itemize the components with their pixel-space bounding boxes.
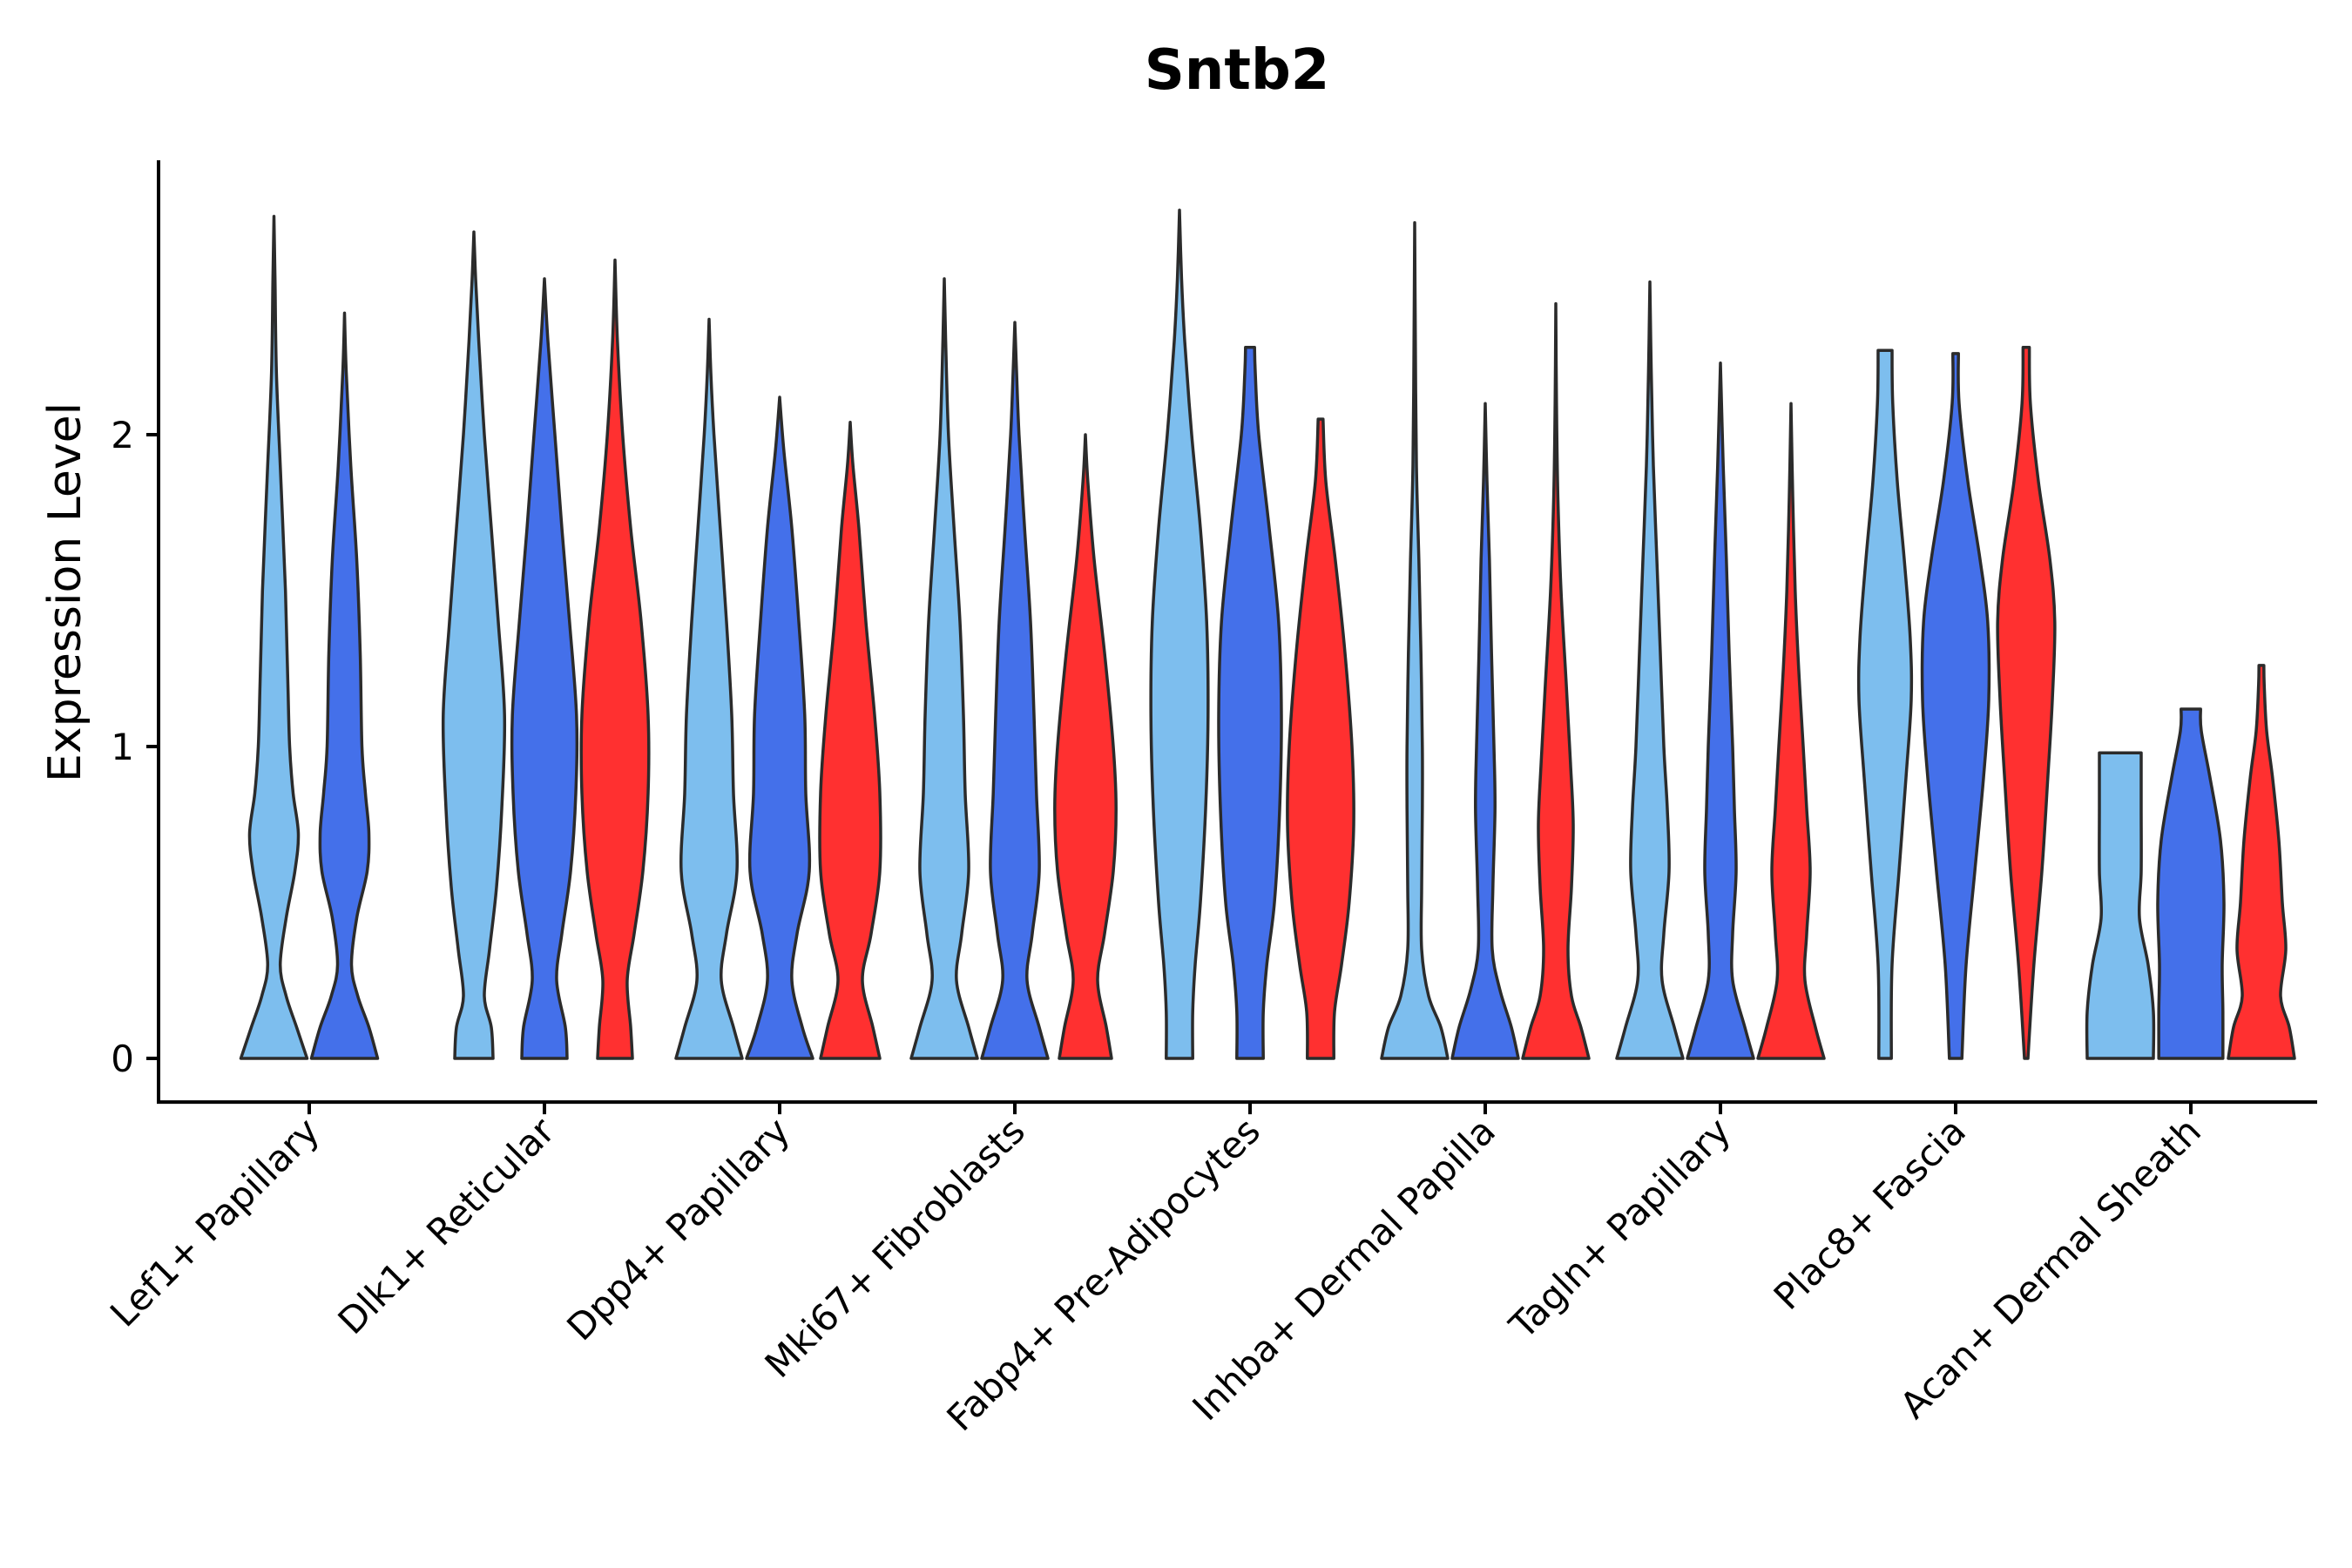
- violin-group-3-4: [1053, 433, 1118, 1060]
- violin-group-3-9: [2227, 664, 2296, 1060]
- violin-group-2-2: [510, 277, 579, 1060]
- y-tick-label-1: 1: [111, 726, 134, 768]
- y-tick-label-0: 0: [111, 1037, 134, 1080]
- x-tick-label-1: Lef1+ Papillary: [102, 1110, 328, 1335]
- y-axis-label: Expression Level: [39, 402, 91, 782]
- violin-group-3-8: [1996, 346, 2057, 1060]
- violin-group-2-1: [309, 311, 380, 1060]
- violin-group-1-8: [1856, 348, 1914, 1060]
- violin-group-2-9: [2156, 707, 2226, 1060]
- violins-layer: [239, 208, 2296, 1060]
- x-tick-label-4: Mki67+ Fibroblasts: [757, 1110, 1033, 1386]
- x-tick-label-7: Tagln+ Papillary: [1501, 1110, 1739, 1348]
- y-tick-label-2: 2: [111, 414, 134, 456]
- chart-title: Sntb2: [1145, 38, 1330, 103]
- violin-group-3-3: [818, 420, 882, 1060]
- violin-group-1-2: [441, 230, 507, 1060]
- violin-group-1-3: [674, 317, 744, 1060]
- x-tick-label-2: Dlk1+ Reticular: [330, 1109, 564, 1342]
- x-tick-label-8: Plac8+ Fascia: [1766, 1110, 1974, 1318]
- violin-group-1-9: [2085, 751, 2156, 1060]
- violin-group-2-6: [1450, 402, 1520, 1060]
- x-tick-label-3: Dpp4+ Papillary: [558, 1110, 798, 1349]
- violin-group-3-6: [1521, 301, 1591, 1060]
- violin-group-2-7: [1686, 361, 1755, 1060]
- violin-group-1-5: [1149, 208, 1210, 1060]
- violin-group-3-2: [579, 258, 651, 1060]
- violin-group-2-3: [745, 395, 814, 1060]
- violin-group-2-8: [1920, 352, 1991, 1060]
- violin-group-2-5: [1217, 346, 1283, 1060]
- violin-group-3-7: [1756, 402, 1826, 1060]
- violin-group-1-4: [909, 277, 979, 1060]
- violin-group-3-5: [1286, 417, 1355, 1060]
- violin-group-1-6: [1380, 220, 1450, 1060]
- violin-group-1-7: [1615, 280, 1685, 1060]
- violin-group-1-1: [239, 214, 309, 1060]
- violin-group-2-4: [980, 321, 1050, 1060]
